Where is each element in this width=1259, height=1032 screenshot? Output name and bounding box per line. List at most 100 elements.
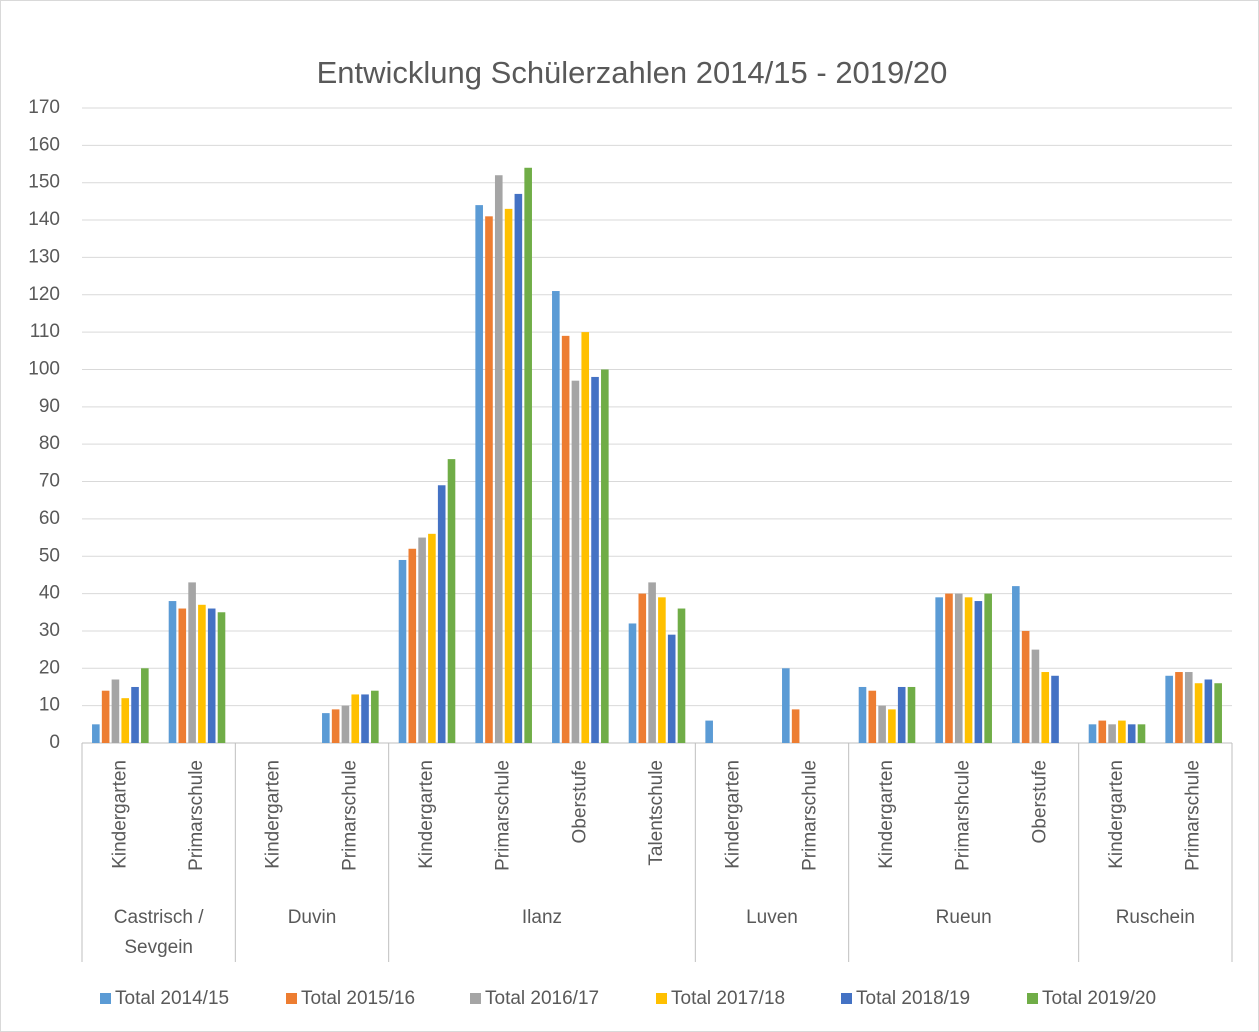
- x-tick-label: Talentschule: [646, 760, 667, 866]
- legend-swatch: [841, 993, 852, 1004]
- bar: [591, 376, 599, 743]
- bar: [658, 597, 666, 743]
- y-tick-label: 130: [28, 246, 60, 267]
- y-tick-label: 140: [28, 209, 60, 230]
- x-tick-label: Primarschule: [186, 760, 207, 871]
- bar: [858, 686, 867, 743]
- bar: [198, 604, 206, 743]
- bar: [1012, 586, 1020, 743]
- bar: [1118, 720, 1126, 743]
- bar: [1127, 724, 1136, 743]
- bar: [485, 216, 493, 743]
- group-label-box: Ilanz: [522, 907, 562, 928]
- bar: [1098, 720, 1107, 743]
- group-label: Duvin: [287, 907, 337, 928]
- bar: [428, 533, 436, 743]
- bar: [974, 601, 983, 743]
- bar: [1108, 724, 1116, 743]
- y-tick-label: 80: [39, 433, 60, 454]
- bar: [475, 205, 483, 743]
- y-tick-label: 40: [39, 583, 60, 604]
- bar: [207, 608, 216, 743]
- bar: [648, 582, 656, 743]
- bar: [935, 597, 943, 743]
- y-tick-label: 50: [39, 545, 60, 566]
- bar: [331, 709, 340, 743]
- legend-label: Total 2017/18: [671, 988, 785, 1009]
- x-tick-label: Kindergarten: [1106, 760, 1127, 869]
- y-tick-label: 20: [39, 657, 60, 678]
- bar: [705, 720, 713, 743]
- group-label-box: Rueun: [935, 907, 992, 928]
- bar: [552, 291, 560, 743]
- bar: [561, 335, 570, 743]
- bar: [131, 686, 139, 743]
- bar: [371, 690, 379, 743]
- x-tick-label: Kindergarten: [416, 760, 437, 869]
- bar: [1137, 724, 1146, 743]
- legend-swatch: [656, 993, 667, 1004]
- group-label: Rueun: [935, 907, 992, 928]
- legend-label: Total 2019/20: [1042, 988, 1156, 1009]
- bar: [1194, 683, 1203, 743]
- bar: [111, 679, 120, 743]
- bar: [1204, 679, 1213, 743]
- x-tick-label: Oberstufe: [1029, 760, 1050, 843]
- y-tick-label: 0: [49, 732, 60, 753]
- bar: [1021, 630, 1030, 743]
- legend-swatch: [470, 993, 481, 1004]
- group-label-box: Duvin: [287, 907, 337, 928]
- bar: [667, 634, 676, 743]
- bar: [1041, 672, 1050, 743]
- bar: [888, 709, 896, 743]
- bar: [601, 369, 609, 743]
- x-tick-label: Kindergarten: [723, 760, 744, 869]
- bar: [188, 582, 196, 743]
- x-tick-label: Kindergarten: [263, 760, 284, 869]
- bar: [178, 608, 187, 743]
- bar: [984, 593, 992, 743]
- bar: [524, 167, 532, 743]
- group-label: Ruschein: [1115, 907, 1195, 928]
- x-tick-label: Kindergarten: [876, 760, 897, 869]
- bar: [361, 694, 369, 743]
- bar: [408, 548, 417, 743]
- legend-label: Total 2015/16: [301, 988, 415, 1009]
- y-tick-label: 60: [39, 508, 60, 529]
- bar: [447, 459, 456, 743]
- bar: [168, 601, 177, 743]
- bar: [1051, 675, 1059, 743]
- bar: [782, 668, 790, 743]
- bar: [437, 485, 446, 743]
- group-label-box: Ruschein: [1115, 907, 1195, 928]
- x-tick-label: Primarschule: [493, 760, 514, 871]
- y-tick-label: 30: [39, 620, 60, 641]
- bar: [1031, 649, 1040, 743]
- bar: [217, 612, 226, 743]
- bar: [398, 559, 407, 743]
- bar: [571, 380, 580, 743]
- x-tick-label: Primarschule: [1183, 760, 1204, 871]
- bar: [1184, 672, 1193, 743]
- legend-label: Total 2018/19: [856, 988, 970, 1009]
- bar: [628, 623, 637, 743]
- bar: [141, 668, 149, 743]
- y-tick-label: 110: [30, 321, 60, 342]
- bar: [101, 690, 110, 743]
- bar: [897, 686, 906, 743]
- y-tick-label: 90: [39, 396, 60, 417]
- bar: [341, 705, 350, 743]
- bar: [964, 597, 973, 743]
- bar: [322, 713, 330, 743]
- bar: [504, 208, 513, 744]
- bar: [878, 705, 886, 743]
- legend-swatch: [100, 993, 111, 1004]
- bar: [677, 608, 686, 743]
- bar: [791, 709, 800, 743]
- group-label-box: Luven: [746, 907, 798, 928]
- x-tick-label: Primarshcule: [953, 760, 974, 871]
- legend-swatch: [1027, 993, 1038, 1004]
- bar: [1088, 724, 1097, 743]
- bar: [945, 593, 953, 743]
